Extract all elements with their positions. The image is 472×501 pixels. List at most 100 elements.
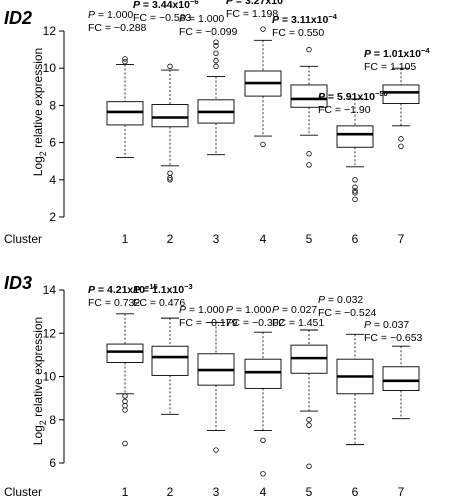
p-exponent: −4	[328, 12, 337, 21]
y-axis-label-rest: relative expression	[31, 48, 45, 151]
fold-change-text: FC = 1.451	[272, 317, 324, 329]
p-value-text: P = 1.000	[179, 304, 224, 316]
p-symbol: P	[133, 0, 141, 11]
x-tick-label: 3	[213, 232, 220, 246]
box-cluster-5	[290, 329, 328, 469]
outlier-point	[352, 188, 358, 194]
p-value: = 1.000	[186, 13, 224, 25]
outlier-point	[306, 151, 312, 157]
iqr-box	[106, 343, 144, 363]
y-tick-label: 8	[49, 413, 56, 427]
fold-change-text: FC = −0.288	[88, 22, 147, 34]
p-value-text: P = 3.27x10−36	[226, 0, 296, 7]
p-symbol: P	[226, 304, 233, 316]
fold-change-text: FC = 0.476	[133, 297, 185, 309]
iqr-box	[151, 104, 189, 128]
y-tick-label: 2	[49, 210, 56, 224]
p-symbol: P	[318, 91, 326, 103]
annotation-cluster-2: P = 1.1x10−3 FC = 0.476	[133, 282, 193, 309]
outlier-point	[306, 417, 312, 423]
p-value: = 1.000	[95, 9, 133, 21]
x-tick-label: 6	[352, 485, 359, 499]
box-cluster-6	[336, 98, 374, 203]
p-value-text: P = 4.21x10−15	[88, 282, 158, 296]
p-value: = 0.027	[279, 304, 317, 316]
p-exponent: −15	[145, 282, 158, 291]
outlier-point	[352, 184, 358, 190]
p-value: = 3.11x10	[279, 14, 329, 26]
box-cluster-4	[244, 26, 282, 148]
outlier-point	[352, 190, 358, 196]
iqr-box	[336, 125, 374, 148]
box-cluster-7	[382, 345, 420, 420]
x-axis-label: Cluster	[4, 232, 42, 246]
p-value: = 3.27x10	[233, 0, 283, 7]
fold-change-text: FC = −1.90	[318, 104, 371, 116]
p-value: = 4.21x10	[95, 284, 145, 296]
fold-change-text: FC = −0.583	[133, 12, 192, 24]
y-tick-label: 10	[43, 61, 57, 75]
y-tick-label: 12	[43, 326, 57, 340]
outlier-point	[167, 170, 173, 176]
box-cluster-2	[151, 63, 189, 183]
box-cluster-1	[106, 56, 144, 158]
p-symbol: P	[364, 48, 372, 60]
outlier-point	[122, 393, 128, 399]
outlier-point	[398, 136, 404, 142]
outlier-point	[260, 437, 266, 443]
outlier-point	[122, 56, 128, 62]
p-value-text: P = 0.032	[318, 294, 363, 306]
p-exponent: −50	[375, 89, 388, 98]
p-value: = 5.91x10	[325, 91, 375, 103]
outlier-point	[306, 162, 312, 168]
y-tick-label: 6	[49, 136, 56, 150]
x-tick-label: 1	[122, 485, 129, 499]
x-tick-label: 5	[306, 485, 313, 499]
p-value: = 1.1x10	[140, 284, 184, 296]
y-axis-label-rest: relative expression	[31, 317, 45, 420]
box-cluster-3	[197, 39, 235, 156]
x-tick-label: 2	[167, 232, 174, 246]
p-symbol: P	[88, 284, 96, 296]
outlier-point	[122, 402, 128, 409]
outlier-point	[260, 26, 266, 32]
box-cluster-5	[290, 46, 328, 168]
p-value: = 3.44x10	[140, 0, 190, 11]
p-value-text: P = 1.01x10−4	[364, 46, 430, 60]
x-tick-label: 5	[306, 232, 313, 246]
box-cluster-7	[382, 67, 420, 150]
p-value-text: P = 3.11x10−4	[272, 12, 338, 26]
p-symbol: P	[179, 304, 186, 316]
outlier-point	[352, 196, 358, 203]
outlier-point	[306, 422, 312, 428]
box-cluster-3	[197, 321, 235, 453]
iqr-box	[382, 366, 420, 392]
panel-title: ID3	[4, 273, 32, 293]
x-tick-label: 7	[398, 485, 405, 499]
fold-change-text: FC = −0.302	[226, 317, 285, 329]
box-cluster-6	[336, 333, 374, 446]
outlier-point	[213, 43, 219, 49]
p-symbol: P	[272, 304, 279, 316]
outlier-point	[260, 141, 266, 148]
y-axis-label-base: Log	[31, 156, 45, 176]
p-symbol: P	[133, 284, 141, 296]
p-value-text: P = 1.000	[88, 9, 133, 21]
outlier-point	[260, 471, 266, 477]
p-exponent: −3	[184, 282, 193, 291]
iqr-box	[382, 84, 420, 104]
y-tick-label: 6	[49, 456, 56, 470]
outlier-point	[213, 63, 219, 70]
p-symbol: P	[364, 319, 371, 331]
x-tick-label: 3	[213, 485, 220, 499]
panel-title: ID2	[4, 8, 32, 28]
iqr-box	[244, 358, 282, 389]
iqr-box	[151, 345, 189, 376]
